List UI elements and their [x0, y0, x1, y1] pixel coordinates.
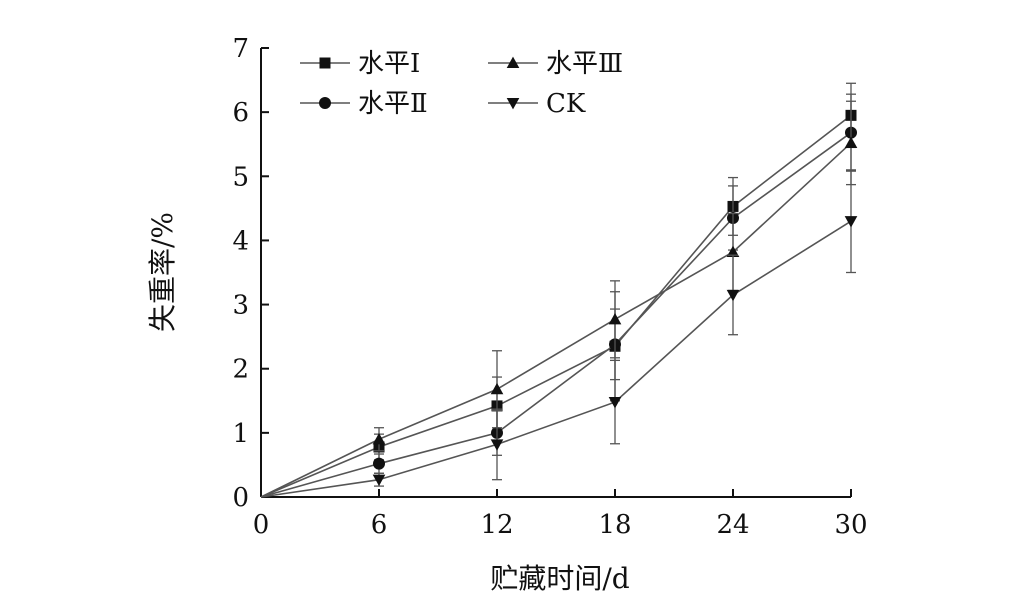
series-line	[260, 220, 852, 498]
data-point	[844, 136, 858, 148]
x-tick-label: 30	[834, 510, 867, 540]
series-line	[260, 142, 852, 498]
series-line	[260, 132, 852, 498]
y-tick-label: 2	[232, 355, 249, 385]
y-tick-label: 5	[232, 162, 249, 192]
data-point	[490, 439, 504, 451]
legend-label: 水平Ⅰ	[358, 49, 420, 79]
y-axis-title: 失重率/%	[146, 212, 179, 332]
y-tick-label: 3	[232, 291, 249, 321]
series-3	[260, 100, 858, 498]
x-tick-label: 18	[598, 510, 631, 540]
data-point	[608, 312, 622, 325]
x-tick-label: 24	[716, 510, 749, 540]
data-point	[373, 457, 385, 470]
series-line	[260, 114, 852, 498]
series-group	[260, 82, 858, 498]
data-point	[372, 474, 386, 487]
legend-label: 水平Ⅲ	[546, 49, 623, 79]
y-tick-label: 6	[232, 98, 249, 128]
legend-entry-3: 水平Ⅲ	[488, 49, 623, 79]
legend: 水平Ⅰ 水平Ⅱ 水平Ⅲ CK	[300, 49, 623, 119]
legend-marker	[506, 97, 520, 110]
x-tick-label: 12	[480, 510, 513, 540]
y-tick-label: 4	[232, 226, 249, 256]
legend-entry-2: 水平Ⅱ	[300, 89, 428, 119]
series-1	[260, 82, 857, 498]
legend-marker	[319, 97, 331, 109]
x-axis-title: 贮藏时间/d	[490, 562, 629, 595]
series-4	[260, 169, 858, 498]
legend-marker	[506, 56, 520, 69]
legend-label: 水平Ⅱ	[358, 89, 428, 119]
data-point	[844, 216, 858, 228]
data-point	[726, 289, 740, 302]
y-tick-label: 1	[232, 419, 249, 449]
data-point	[726, 245, 740, 258]
legend-marker	[319, 57, 331, 69]
y-tick-label: 7	[232, 34, 249, 64]
legend-label: CK	[546, 89, 586, 119]
x-tick-label: 0	[253, 510, 270, 540]
legend-entry-1: 水平Ⅰ	[300, 49, 420, 79]
data-point	[372, 432, 386, 445]
data-point	[608, 397, 622, 409]
legend-entry-4: CK	[488, 89, 586, 119]
data-point	[490, 382, 504, 395]
x-tick-label: 6	[371, 510, 388, 540]
y-tick-label: 0	[232, 483, 249, 513]
series-2	[260, 93, 857, 498]
